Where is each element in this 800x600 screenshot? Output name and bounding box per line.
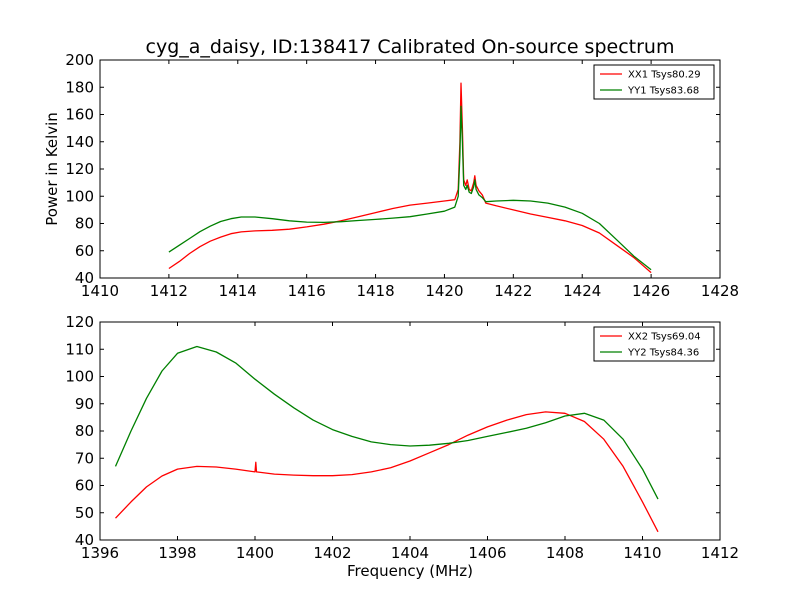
top-y-tick-label: 200	[65, 51, 94, 69]
top-x-tick-label: 1418	[356, 282, 394, 300]
top-subplot: 1410 1412 1414 1416 1418 1420 1422 1424 1426 1428…	[43, 51, 739, 300]
top-y-tick-label: 100	[65, 187, 94, 205]
bottom-x-tick-label: 1412	[701, 544, 739, 562]
top-tick-layer: 1410 1412 1414 1416 1418 1420 1422 1424 1426 1428…	[65, 51, 739, 300]
top-y-axis-label: Power in Kelvin	[43, 112, 61, 226]
top-y-tick-label: 160	[65, 106, 94, 124]
bottom-series-line-1	[114, 345, 659, 500]
top-legend-label-yy1: YY1 Tsys83.68	[627, 86, 699, 97]
top-legend-box	[593, 64, 715, 100]
top-y-tick-label: 40	[75, 269, 94, 287]
bottom-series-layer	[114, 345, 659, 533]
top-legend-label-xx1: XX1 Tsys80.29	[628, 70, 701, 81]
bottom-x-tick-label: 1400	[236, 544, 274, 562]
figure-title: cyg_a_daisy, ID:138417 Calibrated On-sou…	[146, 36, 675, 58]
top-x-tick-label: 1416	[288, 282, 326, 300]
bottom-legend: XX2 Tsys69.04 YY2 Tsys84.36	[593, 326, 715, 362]
bottom-x-tick-label: 1402	[313, 544, 351, 562]
bottom-subplot: 1396 1398 1400 1402 1404 1406 1408 1410 1412 40 50…	[65, 313, 739, 580]
top-x-tick-label: 1412	[150, 282, 188, 300]
top-x-tick-label: 1410	[81, 282, 119, 300]
top-series-layer	[168, 82, 652, 274]
bottom-legend-label-xx2: XX2 Tsys69.04	[628, 332, 701, 343]
bottom-x-tick-label: 1396	[81, 544, 119, 562]
bottom-y-tick-label: 90	[75, 395, 94, 413]
top-x-tick-label: 1426	[632, 282, 670, 300]
top-x-tick-label: 1414	[219, 282, 257, 300]
top-x-tick-label: 1428	[701, 282, 739, 300]
bottom-x-tick-label: 1404	[391, 544, 429, 562]
bottom-y-tick-label: 60	[75, 477, 94, 495]
top-y-tick-label: 120	[65, 160, 94, 178]
bottom-y-tick-label: 80	[75, 422, 94, 440]
top-x-tick-label: 1420	[425, 282, 463, 300]
bottom-y-tick-label: 50	[75, 504, 94, 522]
top-y-tick-label: 140	[65, 133, 94, 151]
top-y-tick-label: 80	[75, 215, 94, 233]
bottom-x-tick-label: 1398	[158, 544, 196, 562]
top-legend: XX1 Tsys80.29 YY1 Tsys83.68	[593, 64, 715, 100]
bottom-y-tick-label: 100	[65, 368, 94, 386]
bottom-x-tick-label: 1406	[468, 544, 506, 562]
bottom-y-tick-label: 40	[75, 531, 94, 549]
top-x-tick-label: 1422	[494, 282, 532, 300]
bottom-legend-box	[593, 326, 715, 362]
top-x-tick-label: 1424	[563, 282, 601, 300]
bottom-x-tick-label: 1408	[546, 544, 584, 562]
bottom-y-tick-label: 110	[65, 340, 94, 358]
top-series-line-1	[168, 105, 652, 271]
top-y-tick-label: 60	[75, 242, 94, 260]
bottom-y-tick-label: 70	[75, 449, 94, 467]
bottom-tick-layer: 1396 1398 1400 1402 1404 1406 1408 1410 1412 40 50…	[65, 313, 739, 562]
bottom-y-tick-label: 120	[65, 313, 94, 331]
bottom-series-line-0	[115, 411, 659, 533]
bottom-x-tick-label: 1410	[623, 544, 661, 562]
x-axis-label: Frequency (MHz)	[347, 562, 473, 580]
bottom-legend-label-yy2: YY2 Tsys84.36	[627, 348, 699, 359]
top-y-tick-label: 180	[65, 78, 94, 96]
